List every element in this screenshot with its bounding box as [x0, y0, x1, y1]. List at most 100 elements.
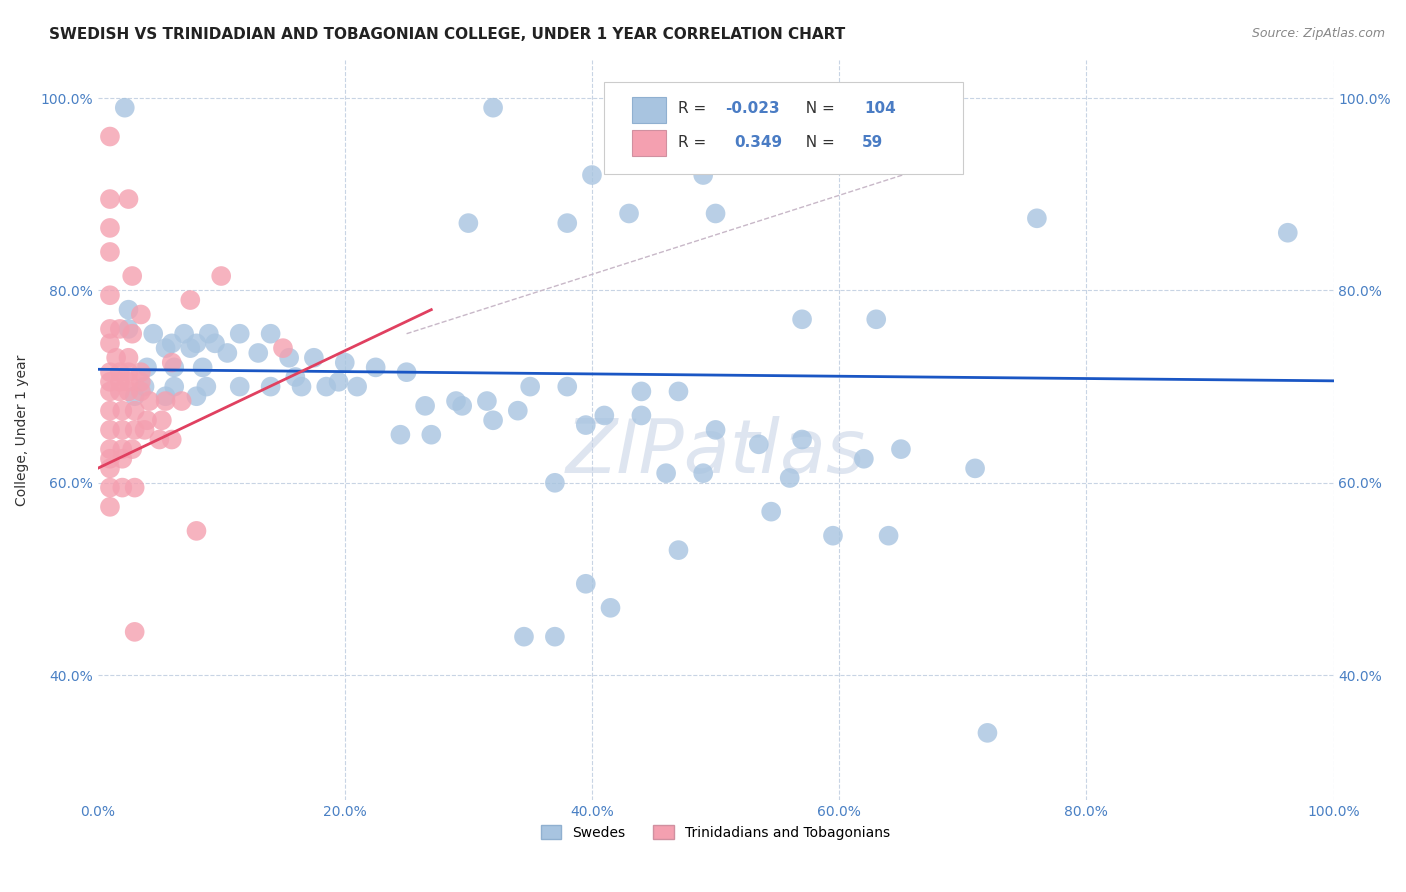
Point: [117, 365, 139, 379]
Text: R =: R =: [679, 101, 711, 116]
Point: [630, 409, 652, 423]
Point: [98, 244, 121, 259]
Point: [965, 461, 987, 475]
Point: [790, 312, 813, 326]
Point: [98, 129, 121, 144]
Point: [160, 336, 183, 351]
Point: [413, 399, 436, 413]
Point: [191, 360, 214, 375]
Point: [142, 326, 165, 341]
Point: [575, 418, 598, 433]
Point: [278, 351, 301, 365]
Point: [519, 379, 541, 393]
Point: [117, 192, 139, 206]
Point: [198, 326, 221, 341]
Point: [259, 326, 281, 341]
Point: [506, 403, 529, 417]
Point: [513, 630, 536, 644]
Point: [136, 360, 159, 375]
Point: [117, 384, 139, 399]
Point: [333, 355, 356, 369]
Point: [630, 384, 652, 399]
Point: [98, 500, 121, 514]
Point: [136, 413, 159, 427]
Point: [779, 471, 801, 485]
Point: [655, 466, 678, 480]
Point: [877, 529, 900, 543]
Point: [302, 351, 325, 365]
Point: [155, 389, 177, 403]
Point: [124, 423, 146, 437]
Point: [555, 216, 578, 230]
Point: [117, 302, 139, 317]
Point: [160, 355, 183, 369]
Point: [482, 413, 505, 427]
Point: [111, 451, 134, 466]
Point: [271, 341, 294, 355]
Text: -0.023: -0.023: [725, 101, 780, 116]
Point: [148, 433, 170, 447]
Text: N =: N =: [796, 135, 839, 150]
Text: 0.349: 0.349: [734, 135, 782, 150]
Point: [692, 466, 714, 480]
Point: [790, 433, 813, 447]
Point: [108, 375, 131, 389]
Point: [155, 394, 177, 409]
Point: [668, 543, 690, 558]
Point: [98, 365, 121, 379]
Point: [555, 379, 578, 393]
Point: [98, 221, 121, 235]
Text: Source: ZipAtlas.com: Source: ZipAtlas.com: [1251, 27, 1385, 40]
Point: [121, 442, 143, 457]
Point: [98, 403, 121, 417]
Point: [395, 365, 418, 379]
Point: [475, 394, 498, 409]
Point: [98, 442, 121, 457]
Point: [544, 475, 567, 490]
Point: [111, 403, 134, 417]
Point: [163, 379, 186, 393]
Point: [581, 168, 603, 182]
Point: [759, 505, 782, 519]
Point: [890, 442, 912, 457]
Point: [229, 379, 252, 393]
Point: [173, 326, 195, 341]
Point: [98, 384, 121, 399]
Point: [121, 268, 143, 283]
Point: [364, 360, 387, 375]
Point: [1277, 226, 1299, 240]
Text: 104: 104: [863, 101, 896, 116]
Point: [170, 394, 193, 409]
Point: [160, 433, 183, 447]
Point: [111, 442, 134, 457]
Point: [617, 206, 640, 220]
Point: [124, 403, 146, 417]
Point: [315, 379, 337, 393]
Point: [129, 375, 152, 389]
Point: [108, 322, 131, 336]
Text: ZIPatlas: ZIPatlas: [565, 416, 866, 488]
Point: [179, 293, 201, 307]
Point: [114, 101, 136, 115]
Point: [98, 288, 121, 302]
Point: [976, 726, 998, 740]
Point: [748, 437, 770, 451]
Point: [98, 451, 121, 466]
Point: [229, 326, 252, 341]
Point: [150, 413, 173, 427]
Point: [290, 379, 312, 393]
Y-axis label: College, Under 1 year: College, Under 1 year: [15, 354, 30, 506]
Point: [599, 600, 621, 615]
Point: [105, 351, 128, 365]
Point: [98, 322, 121, 336]
Bar: [631, 130, 666, 156]
Point: [259, 379, 281, 393]
Point: [155, 341, 177, 355]
Point: [575, 576, 598, 591]
Point: [163, 360, 186, 375]
Point: [593, 409, 616, 423]
Point: [121, 326, 143, 341]
Point: [1025, 211, 1047, 226]
Point: [111, 481, 134, 495]
Point: [389, 427, 412, 442]
